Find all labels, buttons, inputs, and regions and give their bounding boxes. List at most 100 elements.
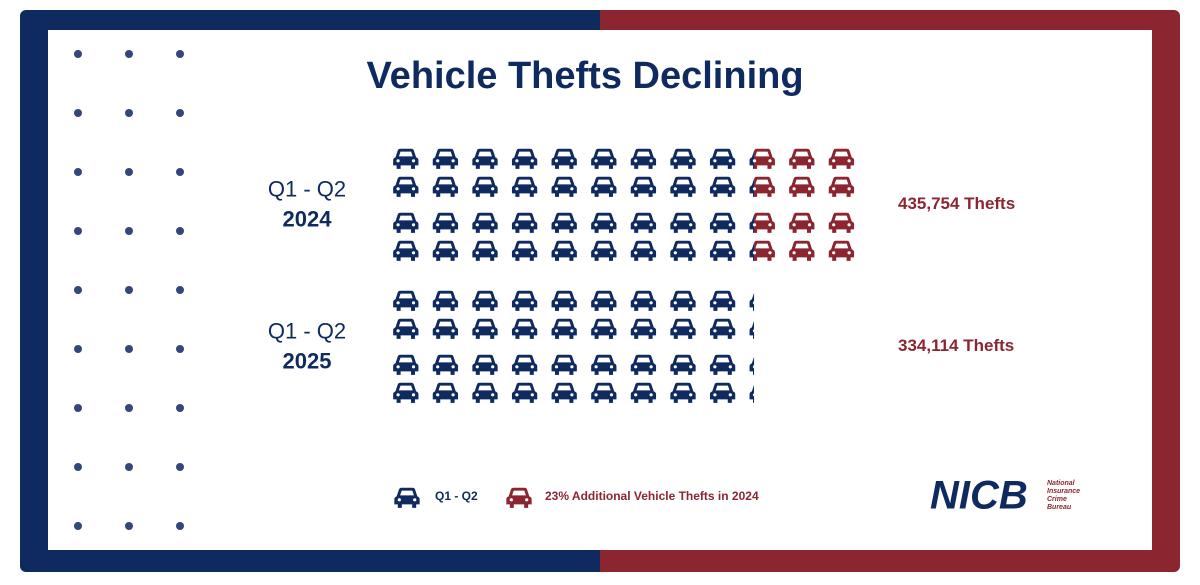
car-light [649,393,653,397]
car-light [554,329,559,333]
car-light [530,365,534,369]
car-window [636,215,651,221]
dot [176,227,184,235]
car-body [393,290,419,311]
car-icon [432,240,459,261]
car-light [594,187,598,191]
car-light [847,159,851,163]
legend-label: Q1 - Q2 [435,489,478,503]
car-window [676,293,690,299]
car-light [847,187,851,191]
car-light [411,301,416,305]
car-light [570,251,574,255]
car-light [396,365,400,369]
car-light [411,223,416,227]
car-body [670,176,696,197]
car-body [551,148,577,169]
car-body [670,290,696,311]
car-light [673,365,677,369]
car-body [749,320,755,339]
car-light [451,251,455,255]
car-body [591,212,617,233]
car-window [512,490,526,496]
car-light [728,329,732,333]
car-window [438,385,453,391]
car-light [832,187,836,191]
car-body [551,318,577,339]
car-icon [749,242,755,261]
car-body [749,150,755,169]
car-body [789,176,815,197]
car-icon [828,148,855,169]
car-icon [749,178,755,197]
car-light [634,187,638,191]
dot [125,227,133,235]
dot [74,522,82,530]
car-light [768,251,772,255]
car-icon [670,318,696,339]
car-light [491,159,495,163]
car-window [715,243,730,249]
car-window [398,151,413,157]
car-light [792,187,796,191]
category-year: 2024 [283,206,333,231]
car-icon [670,354,696,375]
car-icon [630,382,657,403]
car-window [517,151,532,157]
car-light [649,301,653,305]
car-body [472,176,498,197]
car-icon [551,240,577,261]
car-light [713,251,717,255]
car-light [594,159,598,163]
car-window [557,321,572,327]
car-icon [789,212,815,233]
car-body [393,240,419,261]
car-icon [591,354,617,375]
car-icon [630,176,657,197]
car-icon [511,240,538,261]
car-light [491,365,495,369]
car-icon [511,382,538,403]
car-icon [393,382,419,403]
car-light [436,365,440,369]
car-light [728,365,732,369]
dot [74,404,82,412]
logo-line: Insurance [1047,488,1080,495]
car-body [511,148,538,169]
car-light [411,251,416,255]
car-icon [709,176,736,197]
car-light [413,498,417,502]
car-light [436,159,440,163]
car-light [752,251,755,255]
dot [125,345,133,353]
car-light [530,187,534,191]
car-body [670,240,696,261]
car-light [515,329,519,333]
car-icon [393,240,419,261]
car-light [396,329,400,333]
car-window [676,357,690,363]
total-label: 334,114 Thefts [898,336,1014,355]
car-light [396,393,400,397]
car-light [491,251,495,255]
car-body [511,240,538,261]
car-body [670,354,696,375]
car-window [755,179,770,185]
car-body [511,176,538,197]
car-light [475,187,479,191]
car-light [475,223,479,227]
car-light [754,187,757,191]
car-body [591,382,617,403]
car-body [828,176,855,197]
car-light [649,329,653,333]
car-window [676,243,690,249]
car-icon [789,240,815,261]
car-window [517,179,532,185]
car-light [689,393,693,397]
car-window [398,179,413,185]
dot [125,286,133,294]
car-body [709,176,736,197]
car-light [475,393,479,397]
car-icon [709,240,736,261]
